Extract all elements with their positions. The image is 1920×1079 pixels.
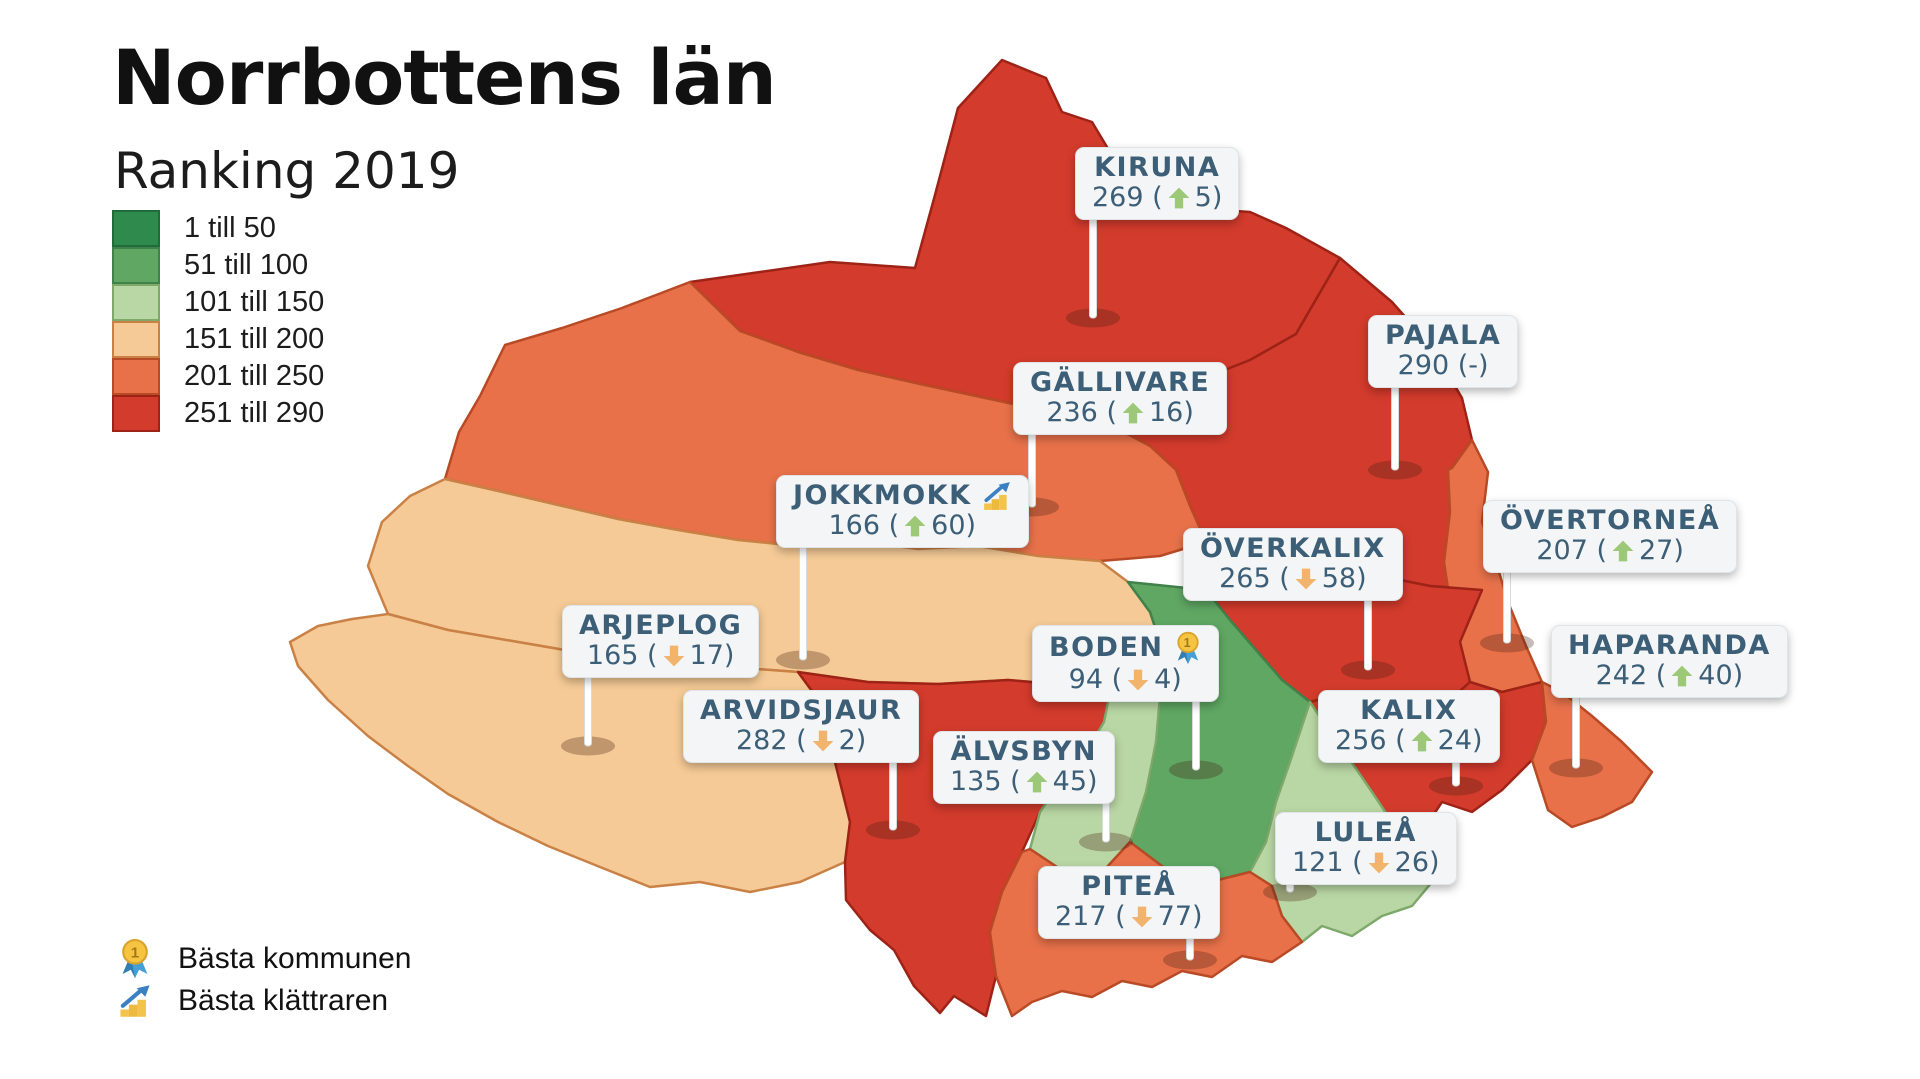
down-arrow-icon — [1295, 568, 1317, 589]
municipality-rank: 94 (4) — [1068, 664, 1182, 696]
legend-swatch — [112, 284, 160, 321]
legend-label: 201 till 250 — [184, 360, 325, 392]
municipality-name: GÄLLIVARE — [1030, 367, 1211, 398]
sign-gallivare: GÄLLIVARE 236 (16) — [1013, 362, 1228, 435]
badge-legend-item: 1 Bästa kommunen — [114, 938, 411, 980]
municipality-rank: 242 (40) — [1595, 660, 1744, 691]
legend-label: 251 till 290 — [184, 397, 325, 429]
sign-pins — [561, 204, 1603, 970]
badge-legend: 1 Bästa kommunen Bästa klättraren — [114, 938, 411, 1022]
municipality-rank: 207 (27) — [1536, 535, 1684, 566]
down-arrow-icon — [1368, 852, 1390, 873]
badge-legend-label: Bästa kommunen — [178, 942, 412, 975]
legend-item: 51 till 100 — [112, 247, 324, 284]
municipality-name: ARVIDSJAUR — [700, 695, 903, 726]
sign-overtornea: ÖVERTORNEÅ 207 (27) — [1483, 500, 1738, 573]
municipality-name: JOKKMOKK — [793, 481, 1012, 511]
sign-boden: BODEN 1 94 (4) — [1032, 625, 1219, 703]
municipality-name: HAPARANDA — [1568, 630, 1771, 661]
legend-swatch — [112, 395, 160, 432]
page-title: Norrbottens län — [112, 33, 777, 122]
up-arrow-icon — [904, 515, 926, 536]
municipality-rank: 217 (77) — [1055, 901, 1203, 932]
municipality-name: BODEN 1 — [1049, 631, 1202, 665]
municipality-rank: 282 (2) — [735, 725, 867, 756]
legend-label: 51 till 100 — [184, 249, 309, 281]
municipality-rank: 236 (16) — [1046, 397, 1194, 428]
climber-icon — [114, 984, 156, 1018]
sign-arjeplog: ARJEPLOG 165 (17) — [562, 605, 760, 678]
municipality-name: ÄLVSBYN — [950, 736, 1098, 767]
legend-swatch — [112, 358, 160, 395]
municipality-name: ÖVERKALIX — [1200, 533, 1386, 564]
up-arrow-icon — [1411, 730, 1433, 751]
municipality-rank: 256 (24) — [1335, 725, 1483, 756]
up-arrow-icon — [1612, 540, 1634, 561]
badge-legend-label: Bästa klättraren — [178, 984, 389, 1017]
medal-icon: 1 — [1176, 631, 1199, 665]
sign-lulea: LULEÅ 121 (26) — [1275, 812, 1457, 885]
region-haparanda — [1530, 680, 1654, 829]
pin-jokkmokk — [799, 532, 807, 661]
municipality-rank: 290 (-) — [1397, 350, 1489, 381]
municipality-rank: 135 (45) — [950, 766, 1098, 797]
municipality-rank: 265 (58) — [1219, 563, 1367, 594]
legend-item: 101 till 150 — [112, 284, 324, 321]
svg-text:1: 1 — [131, 945, 140, 962]
municipality-name: KIRUNA — [1094, 152, 1221, 183]
legend-item: 201 till 250 — [112, 358, 324, 395]
sign-jokkmokk: JOKKMOKK 166 (60) — [776, 475, 1029, 548]
legend-swatch — [112, 247, 160, 284]
rank-color-legend: 1 till 50 51 till 100 101 till 150 151 t… — [112, 210, 324, 432]
municipality-name: LULEÅ — [1314, 817, 1417, 848]
medal-icon: 1 — [114, 938, 156, 979]
climber-icon — [983, 482, 1010, 510]
down-arrow-icon — [663, 645, 684, 666]
legend-label: 1 till 50 — [184, 212, 276, 244]
pin-kiruna — [1089, 204, 1097, 319]
legend-label: 151 till 200 — [184, 323, 325, 355]
legend-item: 151 till 200 — [112, 321, 324, 358]
legend-label: 101 till 150 — [184, 286, 325, 318]
up-arrow-icon — [1671, 665, 1693, 686]
down-arrow-icon — [812, 730, 834, 751]
legend-item: 251 till 290 — [112, 395, 324, 432]
down-arrow-icon — [1131, 906, 1153, 927]
sign-kalix: KALIX 256 (24) — [1318, 690, 1500, 763]
legend-swatch — [112, 210, 160, 247]
down-arrow-icon — [1127, 669, 1149, 691]
badge-legend-item: Bästa klättraren — [114, 980, 411, 1022]
up-arrow-icon — [1122, 402, 1144, 423]
sign-pajala: PAJALA 290 (-) — [1368, 315, 1519, 388]
sign-alvsbyn: ÄLVSBYN 135 (45) — [933, 731, 1115, 804]
municipality-name: PAJALA — [1385, 320, 1502, 351]
legend-swatch — [112, 321, 160, 358]
municipality-rank: 165 (17) — [586, 640, 735, 671]
up-arrow-icon — [1026, 771, 1048, 792]
municipality-rank: 269 (5) — [1092, 182, 1223, 213]
sign-arvidsjaur: ARVIDSJAUR 282 (2) — [683, 690, 920, 763]
page-subtitle: Ranking 2019 — [114, 142, 460, 200]
municipality-name: ÖVERTORNEÅ — [1500, 505, 1721, 536]
sign-haparanda: HAPARANDA 242 (40) — [1551, 625, 1788, 698]
municipality-rank: 166 (60) — [828, 510, 977, 541]
municipality-rank: 121 (26) — [1292, 847, 1440, 878]
municipality-name: ARJEPLOG — [579, 610, 743, 641]
municipality-name: PITEÅ — [1081, 871, 1177, 902]
legend-item: 1 till 50 — [112, 210, 324, 247]
climber-icon — [120, 985, 150, 1017]
medal-icon: 1 — [122, 939, 148, 979]
sign-kiruna: KIRUNA 269 (5) — [1075, 147, 1240, 220]
sign-pitea: PITEÅ 217 (77) — [1038, 866, 1220, 939]
up-arrow-icon — [1168, 187, 1190, 208]
svg-text:1: 1 — [1183, 636, 1192, 650]
sign-overkalix: ÖVERKALIX 265 (58) — [1183, 528, 1403, 601]
municipality-name: KALIX — [1360, 695, 1458, 726]
